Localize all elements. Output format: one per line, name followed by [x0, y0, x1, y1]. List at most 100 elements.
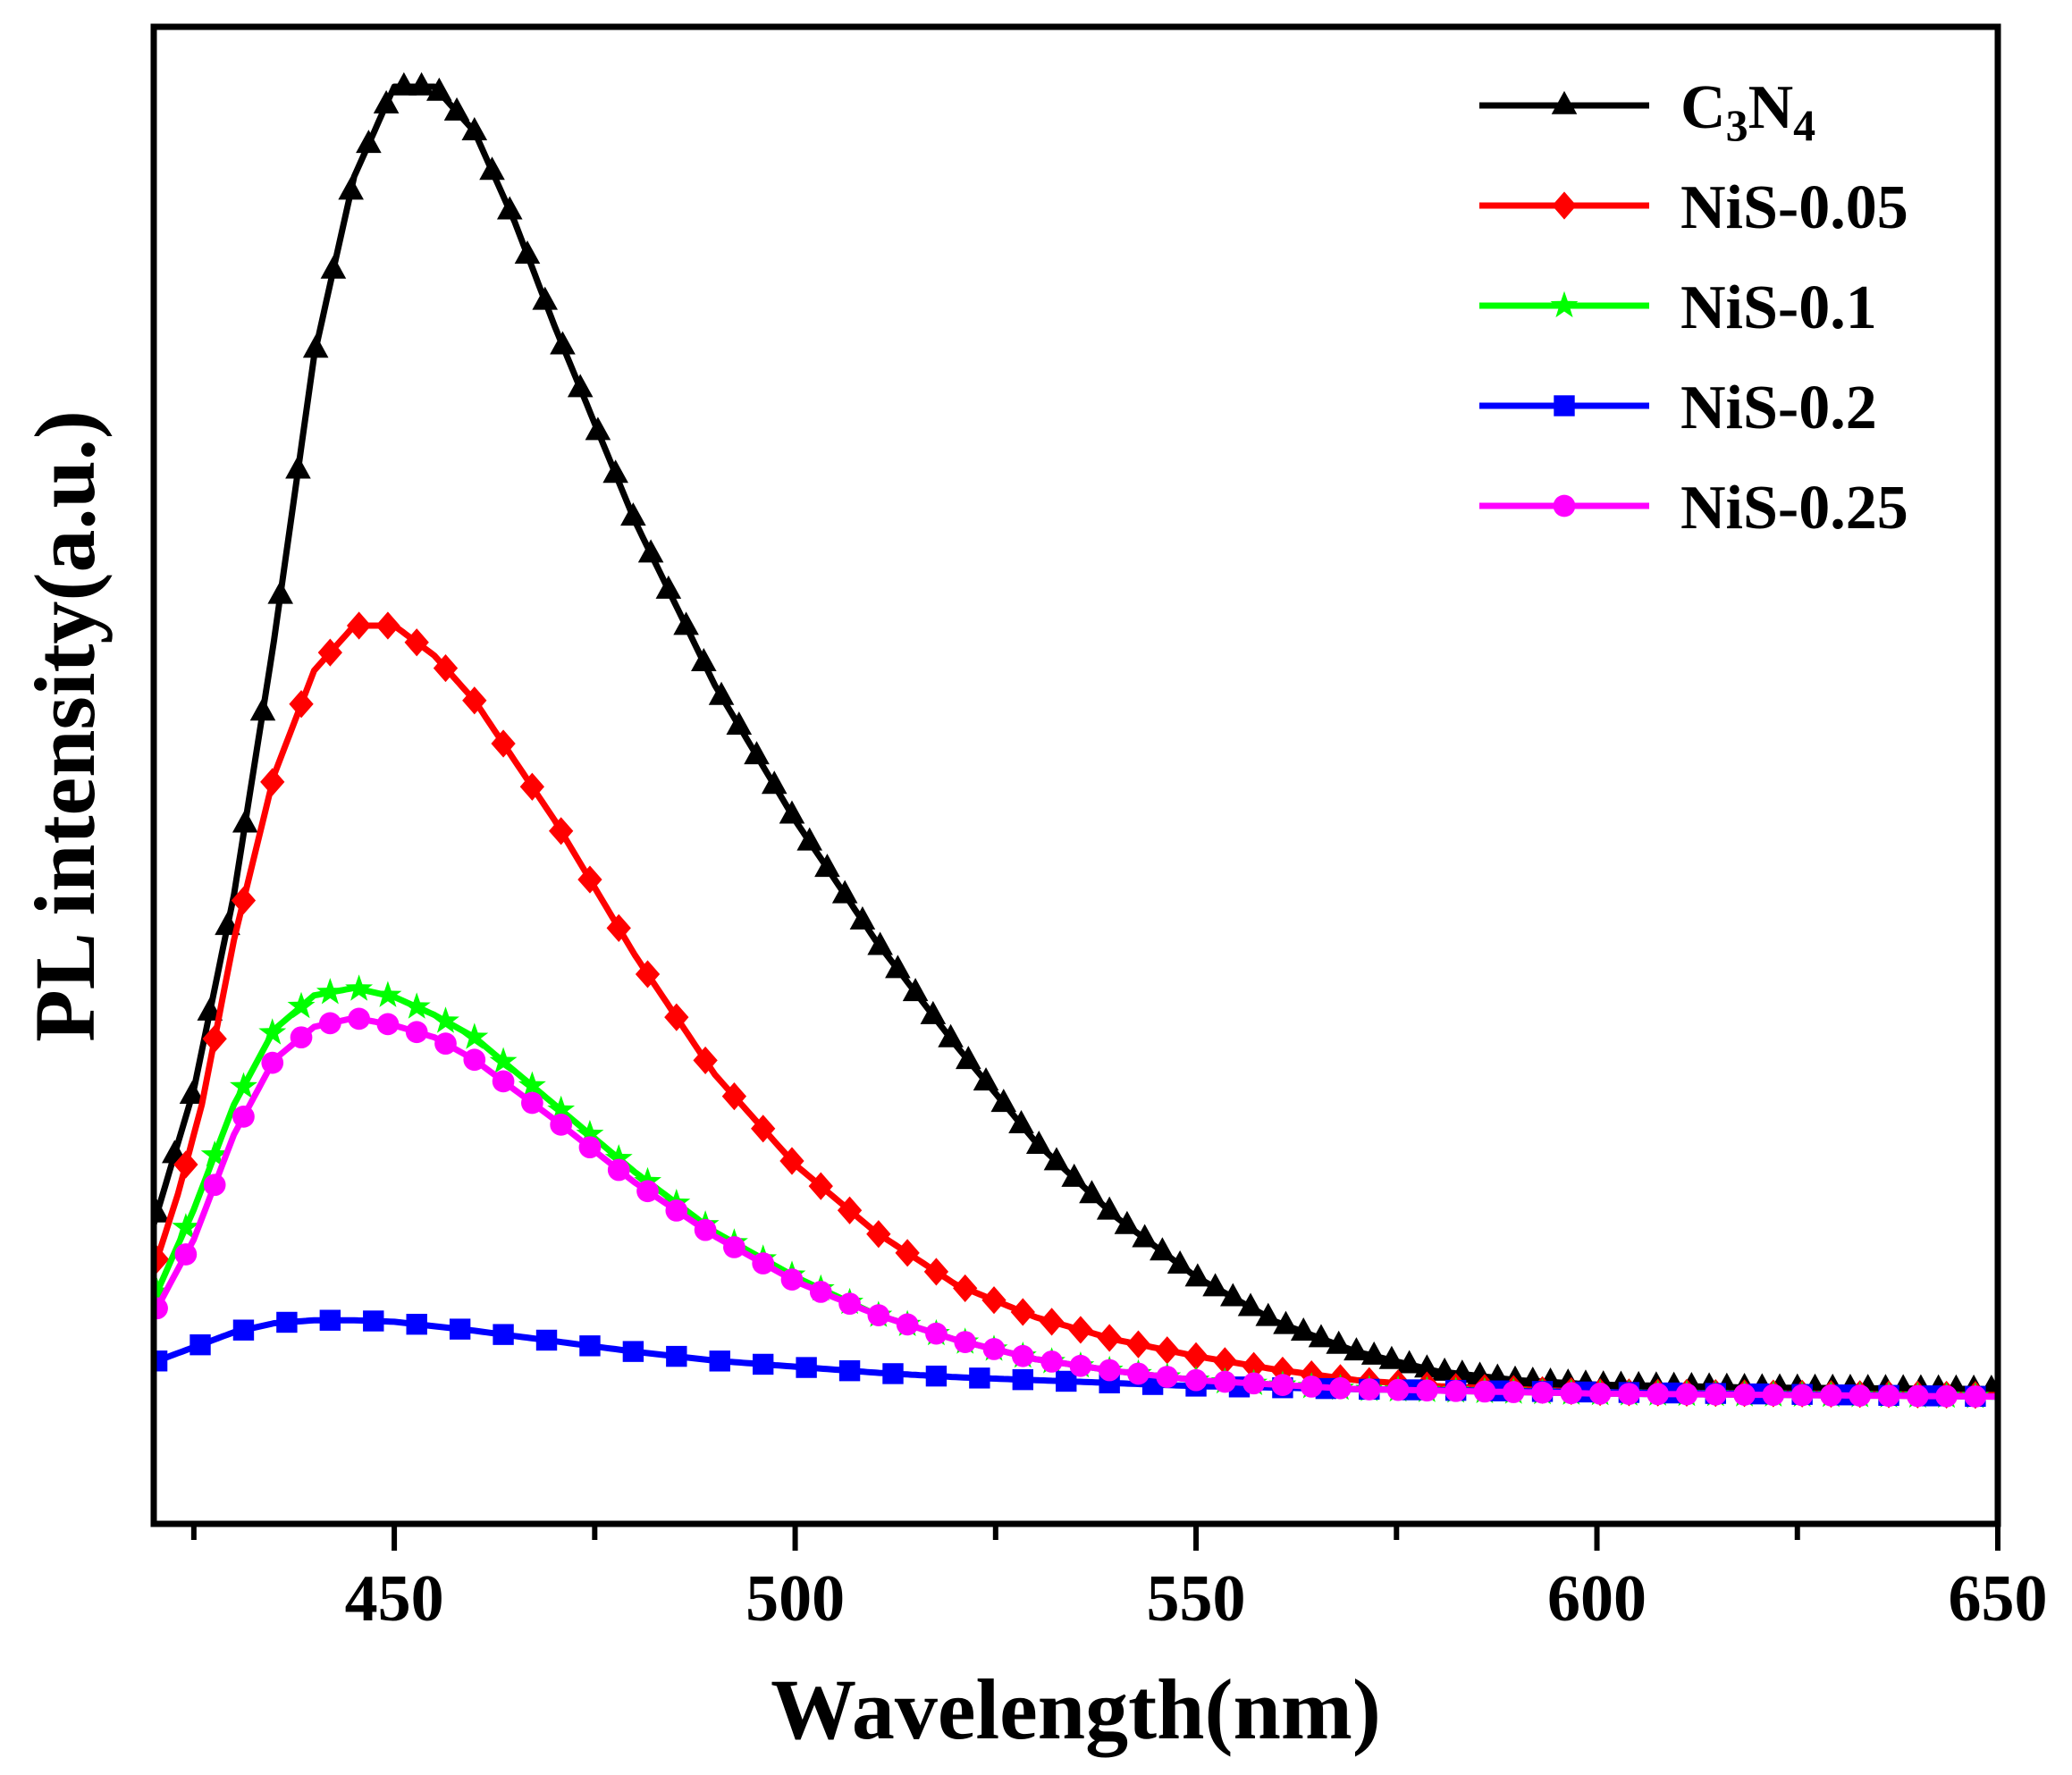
- point-nis-0-2-4: [319, 1309, 341, 1331]
- point-nis-0-05-36: [1183, 1342, 1209, 1370]
- point-c3n4-22: [532, 286, 559, 310]
- legend-marker-c3n4: [1551, 90, 1578, 114]
- point-nis-0-25-13: [521, 1091, 543, 1115]
- point-nis-0-2-21: [1056, 1370, 1077, 1392]
- point-nis-0-25-11: [463, 1048, 486, 1072]
- point-nis-0-25-9: [405, 1021, 428, 1044]
- point-c3n4-59: [1184, 1263, 1211, 1287]
- point-c3n4-47: [973, 1067, 999, 1091]
- point-c3n4-12: [356, 130, 382, 154]
- point-nis-0-25-50: [1588, 1382, 1612, 1405]
- point-c3n4-30: [673, 611, 699, 635]
- point-nis-0-05-10: [433, 653, 459, 683]
- point-nis-0-1-7: [345, 974, 374, 1001]
- point-nis-0-25-45: [1445, 1379, 1468, 1402]
- legend-entry-nis-0-1: NiS-0.1: [1479, 273, 1877, 342]
- point-nis-0-05-26: [895, 1239, 920, 1267]
- point-nis-0-25-57: [1790, 1384, 1814, 1407]
- legend-entry-c3n4: C3N4: [1479, 73, 1815, 150]
- point-nis-0-05-32: [1068, 1316, 1093, 1344]
- point-nis-0-05-31: [1039, 1308, 1065, 1336]
- point-nis-0-05-34: [1125, 1330, 1151, 1359]
- point-nis-0-2-3: [276, 1311, 298, 1333]
- point-nis-0-1-2: [200, 1140, 229, 1167]
- point-c3n4-68: [1343, 1337, 1369, 1361]
- legend-label-nis-0-2: NiS-0.2: [1680, 374, 1877, 442]
- point-nis-0-25-29: [982, 1338, 1006, 1360]
- point-nis-0-25-53: [1675, 1383, 1698, 1406]
- x-axis-ticks: 450 500 550 600 650: [190, 1524, 2048, 1636]
- point-nis-0-25-37: [1213, 1370, 1236, 1393]
- point-nis-0-2-1: [190, 1333, 211, 1356]
- point-c3n4-35: [761, 770, 788, 795]
- point-c3n4-33: [726, 711, 753, 735]
- point-nis-0-25-34: [1127, 1362, 1150, 1385]
- point-c3n4-50: [1025, 1130, 1052, 1154]
- point-c3n4-23: [550, 331, 576, 355]
- point-nis-0-05-15: [577, 865, 602, 894]
- point-nis-0-05-38: [1241, 1351, 1267, 1380]
- point-nis-0-25-26: [896, 1313, 919, 1336]
- point-nis-0-2-6: [406, 1313, 427, 1335]
- point-nis-0-1-4: [258, 1018, 287, 1045]
- point-nis-0-25-23: [809, 1281, 832, 1303]
- point-nis-0-25-3: [232, 1106, 255, 1128]
- x-tick-label-550: 550: [1147, 1562, 1246, 1636]
- point-nis-0-1-5: [287, 991, 316, 1019]
- point-nis-0-1-16: [604, 1144, 633, 1171]
- point-nis-0-25-25: [867, 1304, 890, 1326]
- point-nis-0-05-20: [721, 1082, 747, 1111]
- point-nis-0-05-3: [231, 886, 257, 915]
- legend-entry-nis-0-25: NiS-0.25: [1479, 474, 1908, 543]
- point-c3n4-34: [744, 741, 770, 765]
- series-nis-0-25: [154, 1007, 1998, 1408]
- point-nis-0-25-7: [348, 1007, 370, 1031]
- point-nis-0-2-10: [579, 1335, 601, 1357]
- point-nis-0-1-9: [402, 992, 431, 1019]
- point-nis-0-05-8: [375, 611, 400, 640]
- point-nis-0-05-30: [1010, 1298, 1035, 1326]
- point-nis-0-05-13: [519, 772, 545, 801]
- point-nis-0-05-25: [866, 1220, 891, 1249]
- legend-marker-nis-0-1: [1550, 290, 1579, 318]
- point-c3n4-32: [708, 681, 735, 705]
- point-nis-0-25-41: [1329, 1376, 1352, 1400]
- point-c3n4-15: [409, 72, 434, 96]
- point-c3n4-45: [938, 1023, 964, 1047]
- point-nis-0-25-42: [1358, 1378, 1381, 1401]
- point-nis-0-05-23: [808, 1172, 833, 1200]
- point-nis-0-05-1: [173, 1150, 198, 1179]
- point-c3n4-39: [831, 879, 858, 904]
- point-c3n4-64: [1273, 1310, 1299, 1334]
- point-c3n4-16: [426, 77, 452, 101]
- point-nis-0-2-19: [969, 1367, 990, 1389]
- point-c3n4-24: [567, 374, 594, 398]
- point-nis-0-25-31: [1040, 1350, 1063, 1373]
- point-nis-0-2-0: [154, 1350, 168, 1372]
- point-nis-0-25-32: [1069, 1354, 1092, 1377]
- point-c3n4-63: [1255, 1302, 1282, 1326]
- point-nis-0-2-7: [449, 1318, 471, 1340]
- point-c3n4-53: [1079, 1180, 1105, 1204]
- point-nis-0-25-24: [838, 1292, 861, 1316]
- point-nis-0-25-38: [1242, 1372, 1265, 1395]
- point-c3n4-42: [885, 955, 911, 979]
- point-nis-0-25-8: [376, 1013, 400, 1036]
- point-nis-0-05-6: [317, 638, 342, 667]
- point-nis-0-25-4: [261, 1051, 284, 1074]
- point-c3n4-7: [267, 580, 294, 604]
- point-nis-0-1-14: [547, 1095, 576, 1123]
- point-c3n4-31: [691, 647, 717, 671]
- legend: C3N4 NiS-0.05 NiS-0.1 NiS-0.2 NiS-0.25: [1479, 73, 1908, 543]
- point-c3n4-36: [779, 800, 805, 824]
- point-c3n4-6: [249, 697, 276, 721]
- point-nis-0-2-18: [925, 1365, 948, 1387]
- point-nis-0-05-27: [923, 1258, 949, 1286]
- point-nis-0-25-52: [1647, 1383, 1670, 1406]
- point-nis-0-2-12: [666, 1345, 687, 1367]
- point-c3n4-73: [1431, 1357, 1458, 1381]
- point-nis-0-25-36: [1184, 1368, 1208, 1392]
- point-c3n4-28: [637, 539, 664, 563]
- point-nis-0-05-21: [751, 1115, 776, 1143]
- point-c3n4-51: [1043, 1147, 1070, 1171]
